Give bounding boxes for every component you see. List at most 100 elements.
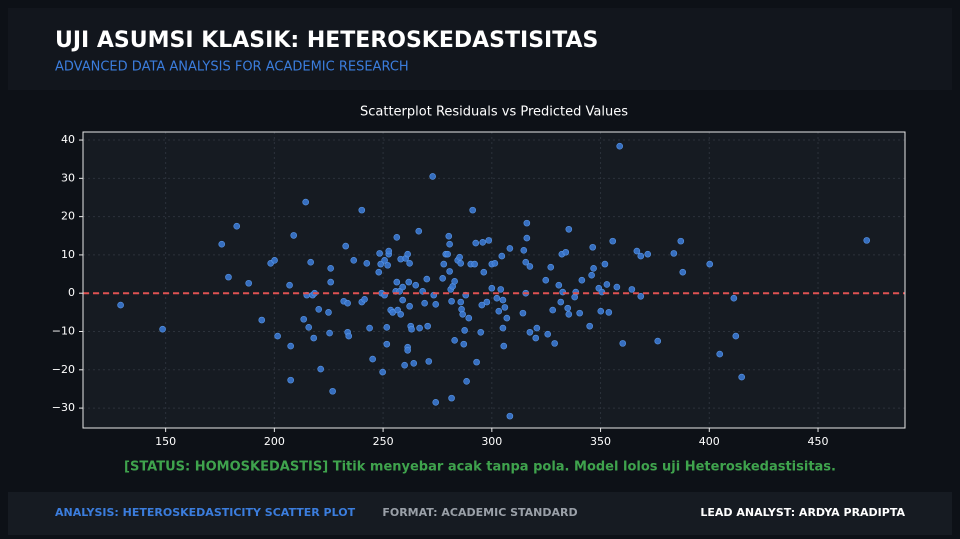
scatter-point	[117, 301, 124, 309]
scatter-point	[408, 325, 415, 333]
scatter-point	[363, 260, 371, 267]
scatter-point	[432, 301, 440, 308]
scatter-point	[344, 299, 351, 307]
scatter-point	[457, 298, 465, 306]
y-tick-label: 40	[61, 133, 75, 146]
scatter-point	[485, 237, 493, 244]
scatter-point	[499, 296, 507, 304]
y-tick-label: −30	[52, 401, 75, 414]
scatter-point	[555, 281, 563, 289]
scatter-point	[369, 355, 376, 363]
scatter-point	[385, 247, 393, 255]
scatter-point	[732, 332, 740, 340]
scatter-point	[307, 258, 314, 266]
scatter-point	[287, 342, 294, 350]
scatter-point	[440, 260, 448, 268]
scatter-point	[677, 237, 685, 245]
plot-layer	[83, 132, 905, 428]
scatter-point	[429, 173, 436, 180]
scatter-point	[565, 310, 573, 318]
scatter-point	[523, 219, 531, 227]
scatter-point	[393, 278, 401, 286]
scatter-point	[381, 256, 388, 264]
scatter-point	[637, 292, 645, 300]
scatter-point	[590, 265, 597, 272]
scatter-point	[491, 260, 499, 267]
chart-title: Scatterplot Residuals vs Predicted Value…	[360, 105, 628, 120]
footer-left: ANALYSIS: HETEROSKEDASTICITY SCATTER PLO…	[55, 506, 356, 519]
scatter-point	[503, 314, 511, 322]
scatter-point	[603, 281, 611, 288]
scatter-point	[564, 304, 572, 312]
scatter-point	[463, 377, 470, 385]
scatter-point	[654, 337, 662, 345]
scatter-point	[716, 350, 724, 358]
scatter-point	[499, 324, 507, 332]
scatter-point	[310, 334, 318, 342]
scatter-point	[459, 310, 466, 318]
scatter-point	[461, 327, 468, 334]
x-tick-label: 300	[481, 435, 502, 448]
scatter-point	[542, 276, 550, 284]
plot-area	[83, 132, 905, 428]
scatter-point	[597, 307, 605, 315]
scatter-point	[633, 247, 641, 255]
scatter-point	[258, 316, 266, 324]
scatter-point	[679, 268, 687, 276]
page-subtitle: ADVANCED DATA ANALYSIS FOR ACADEMIC RESE…	[55, 60, 409, 75]
scatter-point	[457, 260, 465, 267]
x-tick-label: 450	[808, 435, 829, 448]
scatter-point	[483, 298, 491, 306]
scatter-point	[412, 281, 420, 289]
scatter-point	[406, 302, 413, 310]
scatter-point	[345, 332, 353, 340]
scatter-point	[290, 232, 298, 239]
scatter-point	[233, 222, 241, 230]
scatter-point	[446, 268, 453, 275]
scatter-point	[225, 273, 232, 281]
scatter-point	[616, 142, 623, 150]
scatter-point	[523, 234, 531, 242]
x-tick-label: 250	[373, 435, 394, 448]
scatter-point	[425, 358, 433, 365]
scatter-point	[274, 332, 281, 340]
scatter-point	[544, 330, 552, 338]
y-tick-label: 30	[61, 171, 75, 184]
scatter-point	[358, 206, 366, 214]
scatter-point	[424, 322, 431, 330]
scatter-point	[404, 250, 411, 258]
scatter-point	[375, 268, 383, 276]
scatter-point	[350, 256, 358, 264]
scatter-point	[588, 271, 595, 279]
plot-frame	[82, 131, 906, 429]
scatter-point	[218, 240, 226, 248]
y-tick-label: 20	[61, 210, 75, 223]
scatter-point	[533, 324, 541, 332]
scatter-point	[406, 260, 413, 267]
scatter-point	[451, 278, 458, 285]
scatter-point	[399, 296, 406, 304]
scatter-point	[472, 239, 480, 247]
scatter-point	[327, 278, 334, 286]
scatter-point	[329, 387, 336, 395]
scatter-point	[551, 340, 558, 347]
scatter-point	[460, 340, 468, 348]
scatter-point	[628, 286, 636, 293]
scatter-point	[397, 310, 405, 318]
scatter-point	[605, 309, 613, 316]
y-tick-label: 0	[68, 286, 75, 299]
scatter-point	[444, 250, 451, 258]
scatter-point	[379, 368, 386, 376]
scatter-point	[404, 346, 411, 354]
scatter-point	[317, 365, 324, 373]
scatter-point	[326, 329, 333, 337]
scatter-point	[445, 232, 453, 240]
scatter-point	[501, 304, 509, 311]
x-tick-label: 150	[155, 435, 176, 448]
x-tick-label: 400	[699, 435, 720, 448]
header-band	[8, 8, 952, 90]
scatter-point	[670, 250, 678, 257]
scatter-point	[526, 263, 534, 270]
scatter-point	[342, 242, 349, 250]
